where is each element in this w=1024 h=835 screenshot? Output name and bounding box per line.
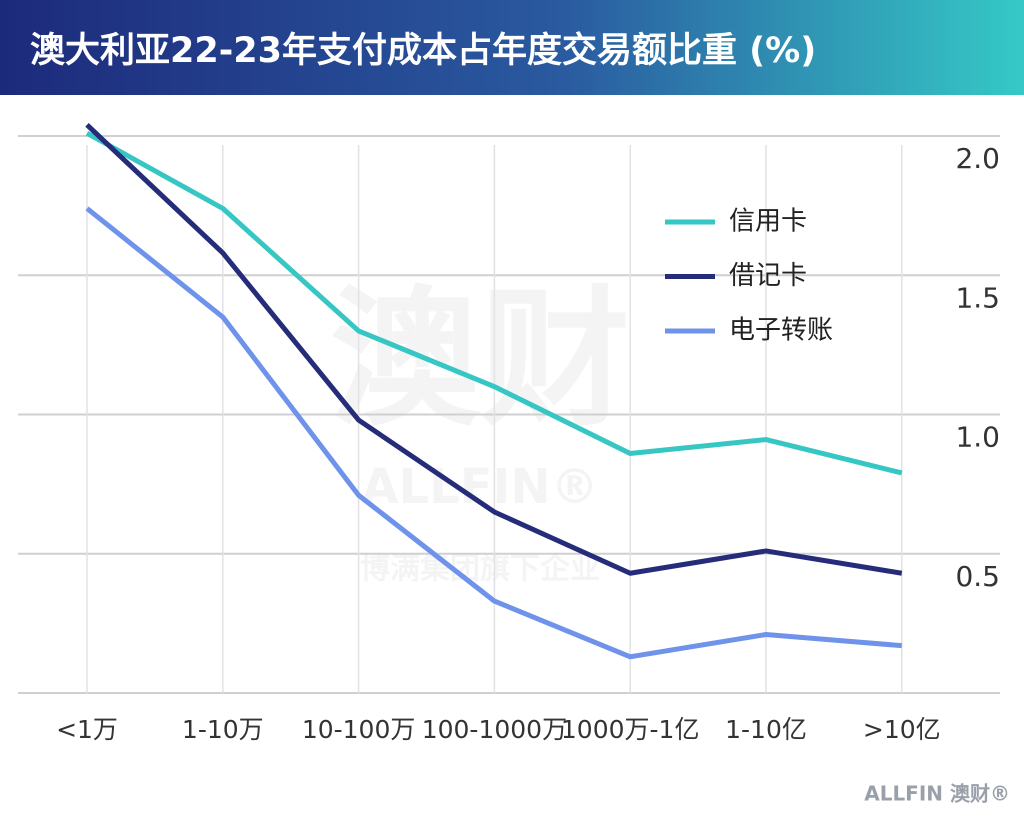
chart-title: 澳大利亚22-23年支付成本占年度交易额比重 (%) <box>30 30 816 71</box>
legend-label: 借记卡 <box>729 261 807 291</box>
legend-label: 信用卡 <box>729 207 807 237</box>
x-tick-label: <1万 <box>56 715 118 744</box>
line-series <box>85 123 903 576</box>
x-tick-label: 1000万-1亿 <box>561 715 700 744</box>
x-tick-label: 1-10亿 <box>725 715 807 744</box>
watermark-text: ALLFIN® <box>361 459 598 515</box>
watermark: 澳财 ALLFIN® 博满集团旗下企业 <box>330 273 630 587</box>
line-series <box>85 131 903 476</box>
brand: ALLFIN 澳财® <box>864 782 1010 806</box>
x-tick-label: 10-100万 <box>302 715 416 744</box>
x-tick-label: 100-1000万 <box>422 715 567 744</box>
y-tick-label: 2.0 <box>955 142 1000 175</box>
legend-label: 电子转账 <box>729 316 833 346</box>
header-band <box>0 0 1024 95</box>
y-tick-label: 1.0 <box>955 421 1000 454</box>
watermark-text: 博满集团旗下企业 <box>360 552 600 587</box>
watermark-text: 澳财 <box>330 273 630 447</box>
x-tick-label: 1-10万 <box>182 715 264 744</box>
y-tick-label: 1.5 <box>955 281 1000 314</box>
line-series <box>85 206 903 660</box>
x-tick-label: >10亿 <box>863 715 941 744</box>
y-tick-label: 0.5 <box>955 560 1000 593</box>
